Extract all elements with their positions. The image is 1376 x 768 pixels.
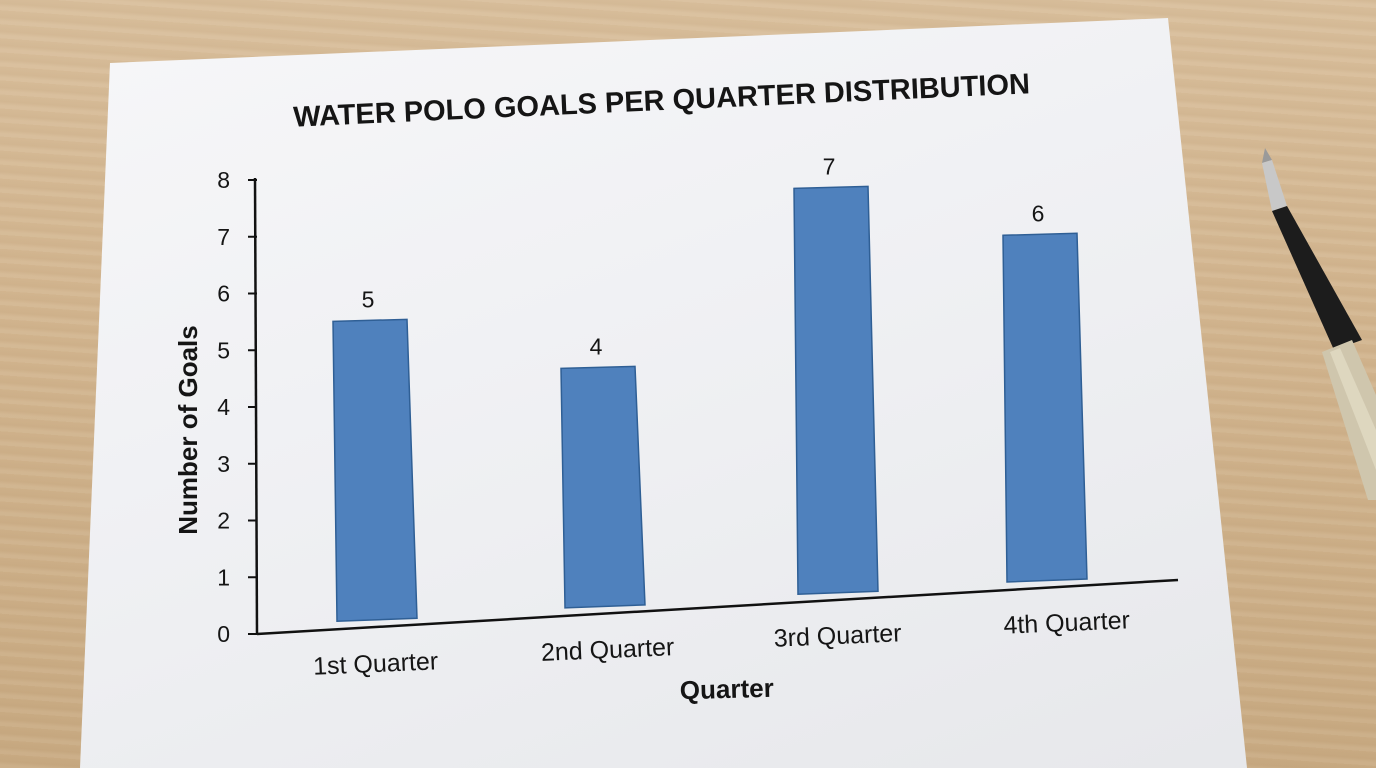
x-axis-line (256, 578, 1179, 636)
data-label: 4 (590, 333, 603, 359)
bar-1 (332, 318, 418, 623)
y-tick-label: 8 (217, 167, 230, 193)
x-tick-label: 2nd Quarter (540, 633, 675, 667)
x-tick-label: 3rd Quarter (773, 619, 902, 653)
x-ticks: 1st Quarter 2nd Quarter 3rd Quarter 4th Qua… (313, 606, 1131, 680)
bar-4 (1002, 232, 1088, 583)
bar-3 (793, 185, 879, 596)
chart-title: WATER POLO GOALS PER QUARTER DISTRIBUTIO… (293, 68, 1031, 133)
y-tick-label: 4 (217, 394, 230, 420)
y-tick-label: 7 (217, 224, 230, 250)
y-ticks: 0 1 2 3 4 5 6 7 8 (217, 167, 257, 647)
x-axis-label: Quarter (679, 673, 774, 705)
x-tick-label: 1st Quarter (313, 647, 439, 680)
data-label: 7 (823, 153, 836, 179)
bar-2 (560, 365, 646, 609)
y-tick-label: 6 (217, 281, 230, 307)
y-tick-label: 2 (217, 508, 230, 534)
y-tick-label: 0 (217, 621, 230, 647)
x-tick-label: 4th Quarter (1003, 606, 1131, 639)
y-tick-label: 5 (217, 337, 230, 363)
bars: 5 4 7 6 (332, 153, 1088, 623)
y-axis-label: Number of Goals (173, 325, 203, 534)
y-tick-label: 3 (217, 451, 230, 477)
data-label: 6 (1032, 200, 1045, 226)
data-label: 5 (362, 286, 375, 312)
y-tick-label: 1 (217, 564, 230, 590)
